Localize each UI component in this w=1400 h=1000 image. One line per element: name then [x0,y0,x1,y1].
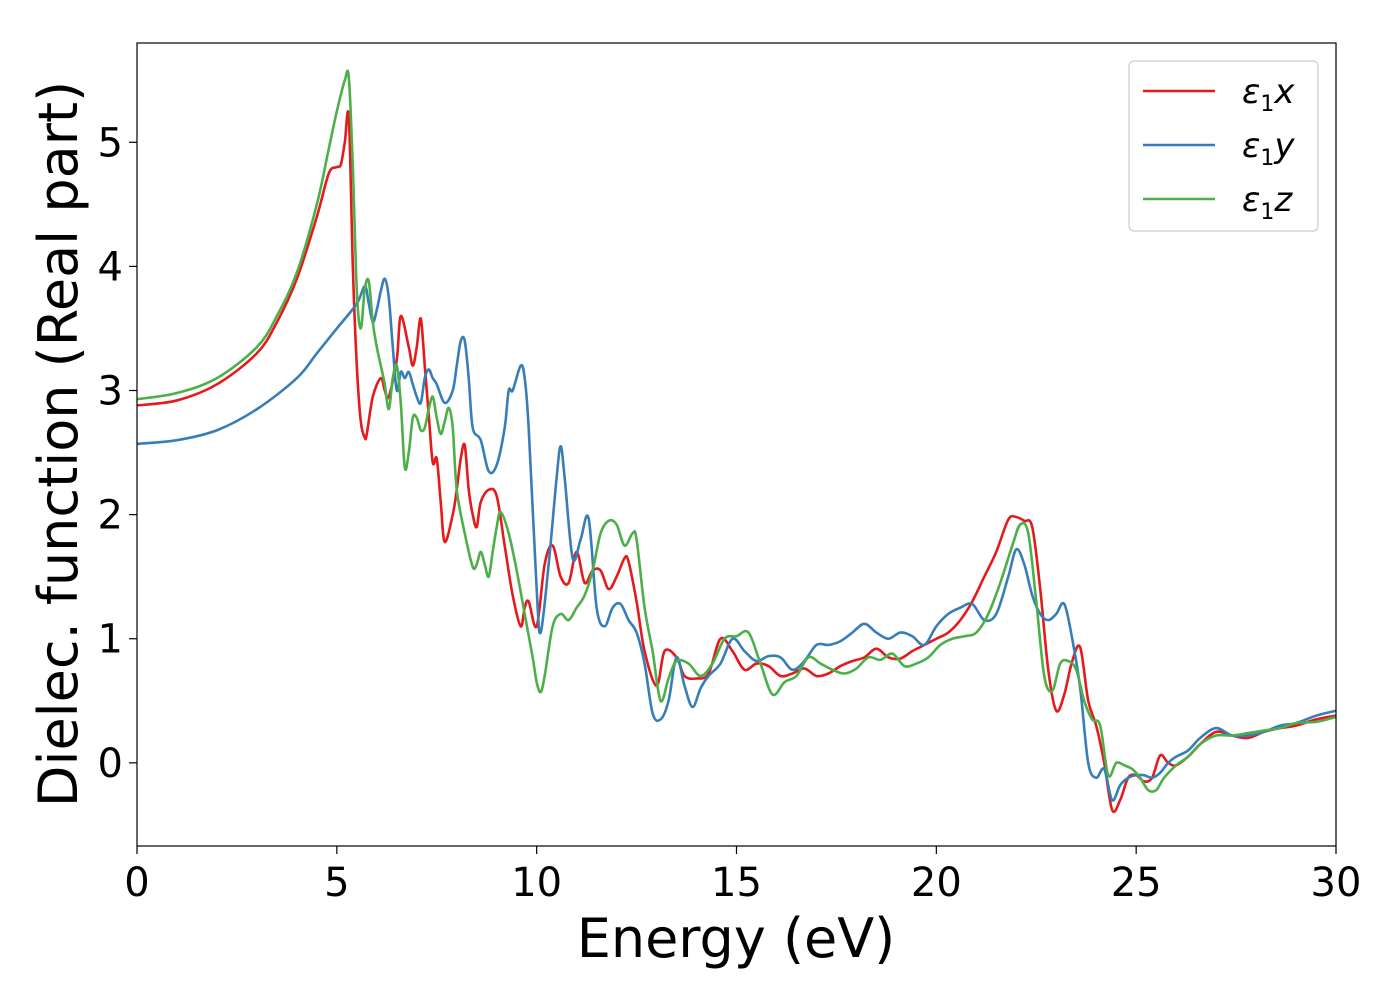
legend-label-1: ε1y [1242,126,1295,171]
series-layer [137,69,1336,814]
y-tick-label: 1 [98,617,123,663]
legend-label-0: ε1x [1242,72,1295,117]
x-tick-label: 30 [1311,860,1362,906]
legend: ε1x ε1y ε1z [1128,60,1319,232]
x-tick-label: 0 [124,860,149,906]
y-axis-ticks: 0 1 2 3 4 5 [98,120,137,787]
x-tick-label: 20 [911,860,962,906]
series-line-1 [137,277,1336,802]
series-line-2 [137,69,1336,793]
y-tick-label: 2 [98,493,123,539]
y-axis-title: Dielec. function (Real part) [27,81,90,807]
y-tick-label: 4 [98,244,123,290]
legend-label-2: ε1z [1242,180,1293,225]
x-tick-label: 10 [511,860,562,906]
x-tick-label: 25 [1111,860,1162,906]
legend-box [1128,60,1319,232]
x-axis-ticks: 0 5 10 15 20 25 30 [124,846,1361,906]
x-axis-title: Energy (eV) [577,907,896,970]
y-tick-label: 3 [98,369,123,415]
series-line-0 [137,110,1336,814]
x-tick-label: 15 [711,860,762,906]
y-tick-label: 5 [98,120,123,166]
y-tick-label: 0 [98,741,123,787]
x-tick-label: 5 [324,860,349,906]
